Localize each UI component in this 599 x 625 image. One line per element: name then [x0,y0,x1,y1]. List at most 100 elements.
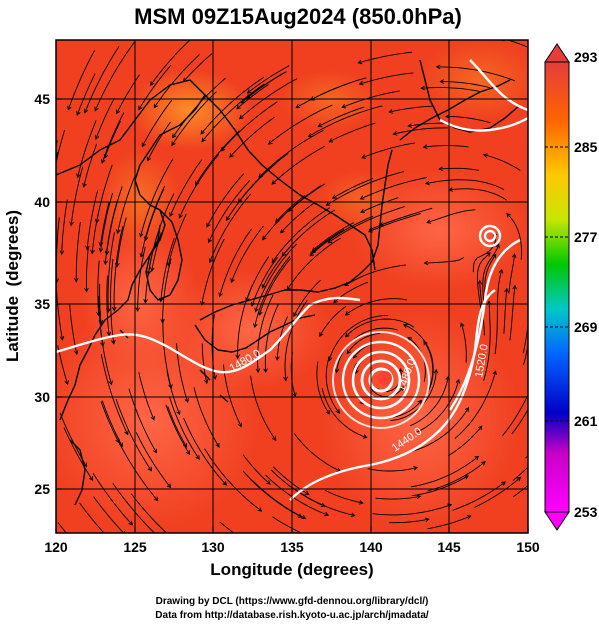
streamline-arrowhead [225,216,231,222]
streamline-arrowhead [501,481,506,486]
streamline-arrowhead [407,123,413,128]
streamline [151,232,162,272]
credit-data: Data from http://database.rish.kyoto-u.a… [155,610,429,621]
colorbar-min-arrow [544,511,570,531]
streamline [168,396,200,460]
streamline [247,65,290,94]
streamline-arrowhead [459,322,465,328]
streamline-arrowhead [115,262,120,268]
streamline-arrowhead [146,270,152,276]
streamline-arrowhead [166,261,172,267]
streamline [138,64,172,110]
x-axis-label: Longitude (degrees) [210,560,373,579]
streamline-arrowhead [237,422,242,428]
streamline-arrowhead [311,246,317,252]
streamline [372,504,452,516]
streamline [410,456,479,488]
streamline-arrowhead [208,258,214,264]
streamline-arrowhead [235,354,240,360]
contour-ring-north-low [478,224,502,248]
streamline [77,120,97,178]
streamline [106,275,110,336]
streamline [100,192,114,252]
streamline [93,496,125,533]
streamline-arrowhead [416,494,422,500]
streamline-arrowhead [335,409,340,414]
streamline-arrowhead [512,284,517,290]
streamline [147,121,171,161]
streamline [61,199,68,255]
streamline [57,522,67,533]
typhoon-ring-4 [341,340,421,420]
streamline-arrowhead [153,103,158,109]
streamline-arrowhead [230,278,235,283]
streamline [476,252,491,314]
streamline [107,232,115,313]
streamline-arrowhead [246,89,252,94]
streamline-arrowhead [506,213,511,218]
streamline [408,122,449,127]
streamline [165,404,190,455]
streamline-arrowhead [82,462,88,468]
streamline-arrowhead [402,323,408,329]
streamline-arrowhead [516,476,522,482]
streamline [389,518,429,524]
streamline-arrowhead [466,515,472,520]
streamline [268,104,333,145]
streamline-arrowhead [261,283,266,289]
streamline-arrowhead [358,80,364,86]
streamline [452,481,506,511]
typhoon-eye [378,371,392,385]
streamline-arrowhead [346,349,351,355]
streamline-arrowhead [139,252,145,258]
streamline-arrowhead [529,384,533,388]
streamline-arrowhead [455,378,461,384]
streamline-arrowhead [171,141,176,147]
streamline [118,442,159,501]
streamline [70,166,84,226]
streamline [426,209,476,224]
streamline-arrowhead [90,249,95,255]
streamline [226,163,276,221]
streamline-arrowhead [52,175,56,179]
streamline [209,193,252,263]
colorbar: 293 285 277 269 261 253 [544,43,598,531]
streamline [388,105,434,113]
y-tick-labels: 25 30 35 40 45 [34,91,50,497]
streamline [483,301,491,381]
colorbar-tick-label: 293 [574,49,598,65]
streamline [474,477,521,508]
streamline-arrowhead [67,105,72,111]
streamline-arrowhead [133,562,137,566]
streamline-arrowhead [474,455,480,461]
streamline [375,495,421,500]
streamline [328,315,389,361]
streamline [160,238,175,302]
streamline [294,433,341,472]
streamline [99,201,110,246]
streamline-arrowhead [420,85,425,91]
streamline [472,232,497,273]
streamline-arrowhead [76,110,81,116]
streamline-arrowhead [172,133,177,139]
streamline-arrowhead [236,104,241,110]
x-tick-label: 140 [359,539,383,555]
streamline-arrowhead [215,442,220,448]
streamline-arrowhead [304,490,310,495]
streamline-arrowhead [263,368,268,374]
streamline [169,159,203,217]
streamline [113,226,124,311]
streamline [150,40,191,86]
streamline-arrowhead [324,511,330,517]
streamline [83,143,98,187]
streamline-arrowhead [413,465,419,471]
typhoon-ring-3 [351,350,411,410]
streamline-arrowhead [531,274,535,278]
streamline [76,73,96,116]
streamline [96,164,113,223]
streamline-arrowhead [240,98,246,104]
streamline [447,425,483,457]
streamline [281,209,335,257]
streamline-arrowhead [361,154,367,159]
streamline [326,171,405,206]
